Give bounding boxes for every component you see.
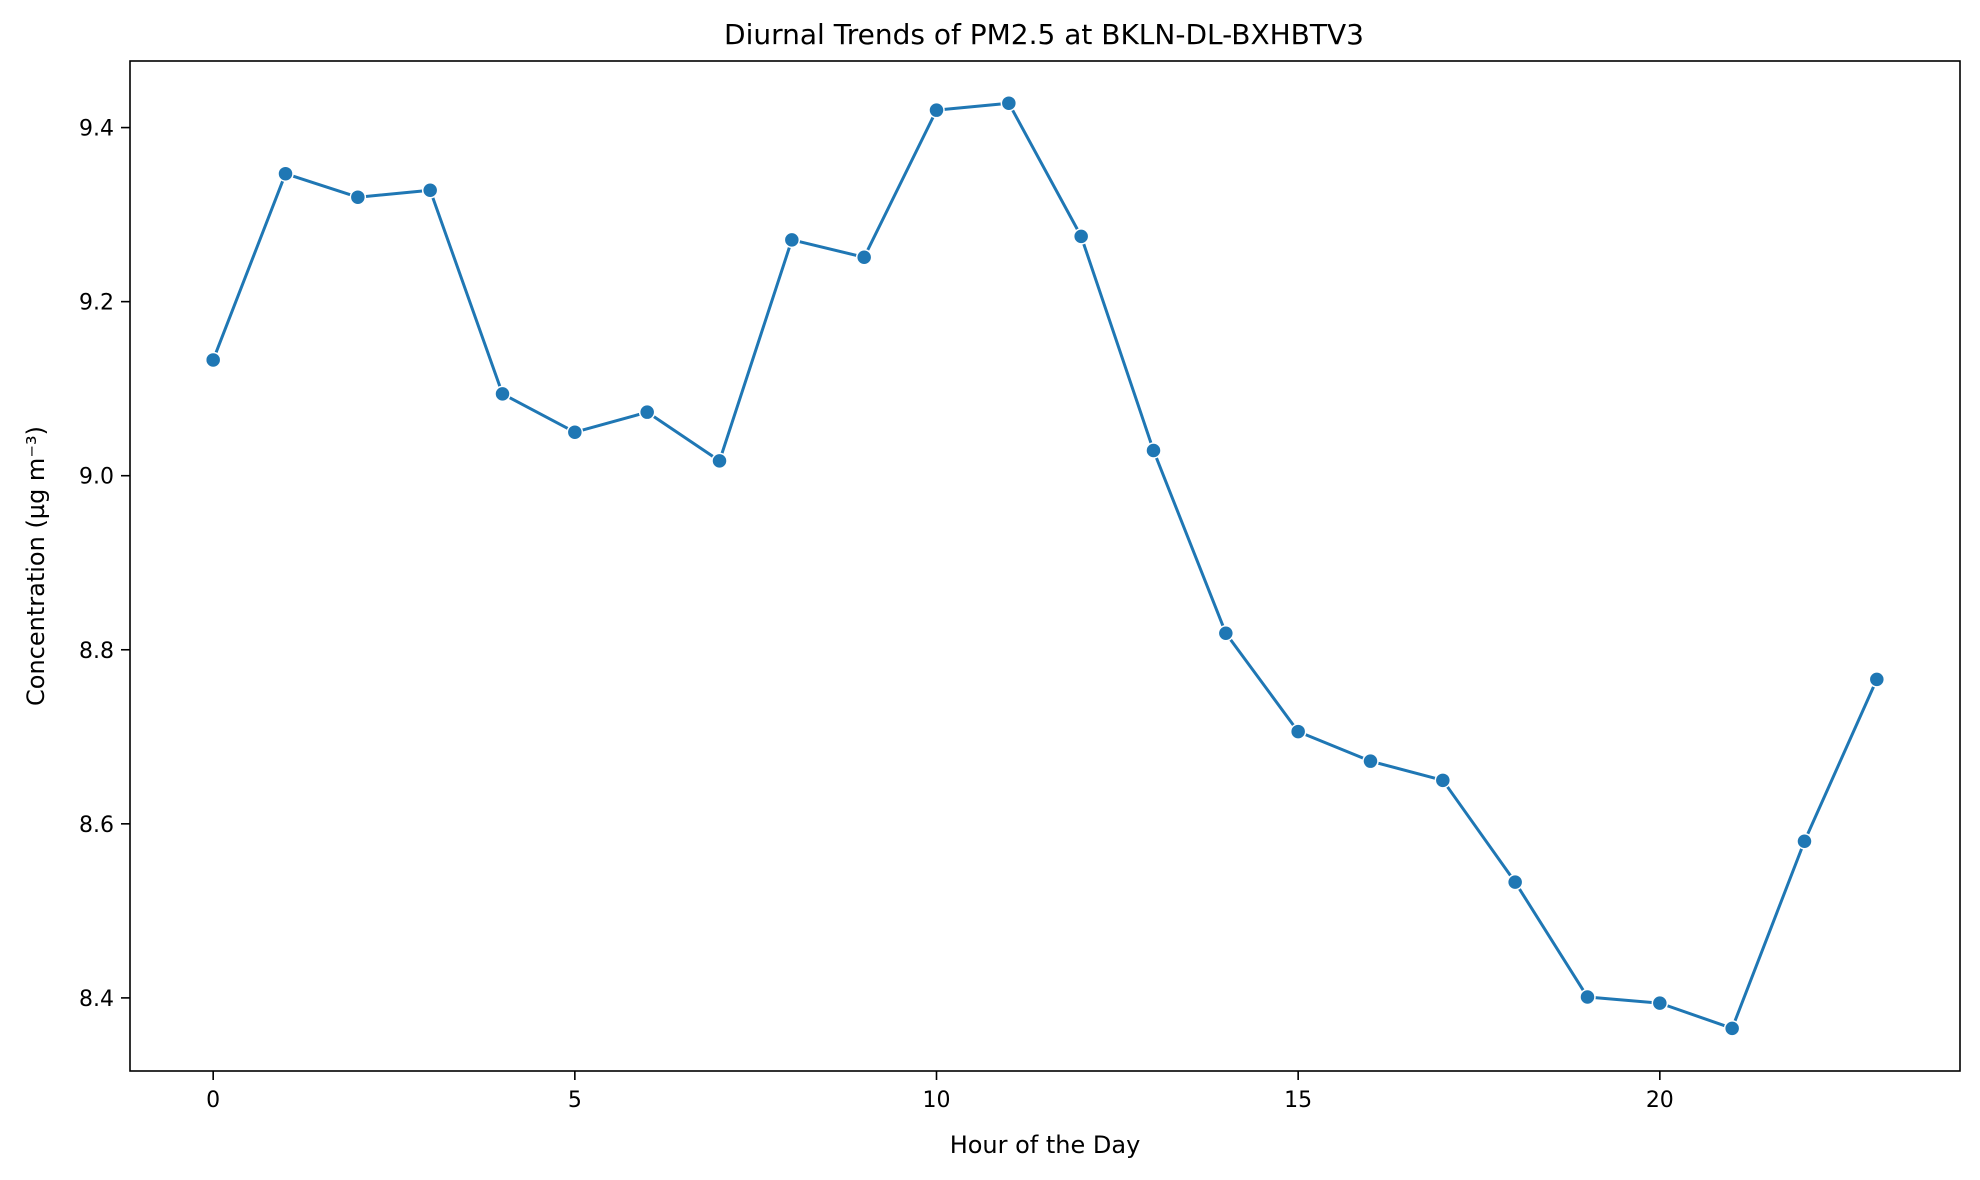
series-line — [211, 101, 1879, 1030]
y-axis-label: Concentration (µg m⁻³) — [22, 426, 50, 706]
plot-frame — [129, 60, 1961, 1072]
data-point — [1796, 832, 1813, 850]
data-point — [494, 385, 511, 403]
y-tick-label: 9.0 — [79, 465, 114, 490]
data-point — [1506, 873, 1524, 891]
data-point — [1217, 624, 1235, 642]
data-point — [1651, 994, 1669, 1012]
data-point — [1868, 671, 1886, 688]
data-point — [1723, 1020, 1741, 1037]
x-tick-label: 0 — [206, 1088, 220, 1113]
x-tick-label: 15 — [1284, 1088, 1312, 1113]
data-point — [1362, 752, 1379, 770]
x-tick-label: 5 — [568, 1088, 582, 1113]
y-axis: 8.4 8.6 8.8 9.0 9.2 9.4 — [79, 117, 130, 1012]
data-point — [421, 181, 439, 199]
data-point — [783, 231, 801, 249]
data-point — [1000, 94, 1018, 112]
data-point — [349, 188, 367, 206]
x-tick-label: 20 — [1646, 1088, 1674, 1113]
data-point — [1145, 442, 1162, 459]
y-tick-label: 9.4 — [79, 117, 114, 142]
data-point — [204, 351, 222, 369]
y-tick-label: 9.2 — [79, 291, 114, 316]
data-point — [711, 452, 728, 470]
data-point — [855, 249, 873, 266]
data-point — [638, 403, 656, 421]
y-tick-label: 8.8 — [79, 639, 114, 664]
x-axis-label: Hour of the Day — [950, 1131, 1141, 1159]
x-tick-label: 10 — [923, 1088, 951, 1113]
data-point — [1434, 772, 1452, 789]
data-point — [277, 165, 294, 182]
data-point — [928, 101, 945, 119]
y-tick-label: 8.4 — [79, 987, 114, 1012]
chart-title: Diurnal Trends of PM2.5 at BKLN-DL-BXHBT… — [724, 18, 1364, 51]
series-layer — [204, 94, 1886, 1037]
x-axis: 0 5 10 15 20 — [206, 1071, 1674, 1113]
y-tick-label: 8.6 — [79, 813, 114, 838]
plot-area — [129, 60, 1961, 1072]
data-point — [1579, 988, 1596, 1006]
data-point — [1072, 228, 1090, 245]
data-point — [566, 423, 584, 441]
data-point — [1289, 723, 1307, 740]
